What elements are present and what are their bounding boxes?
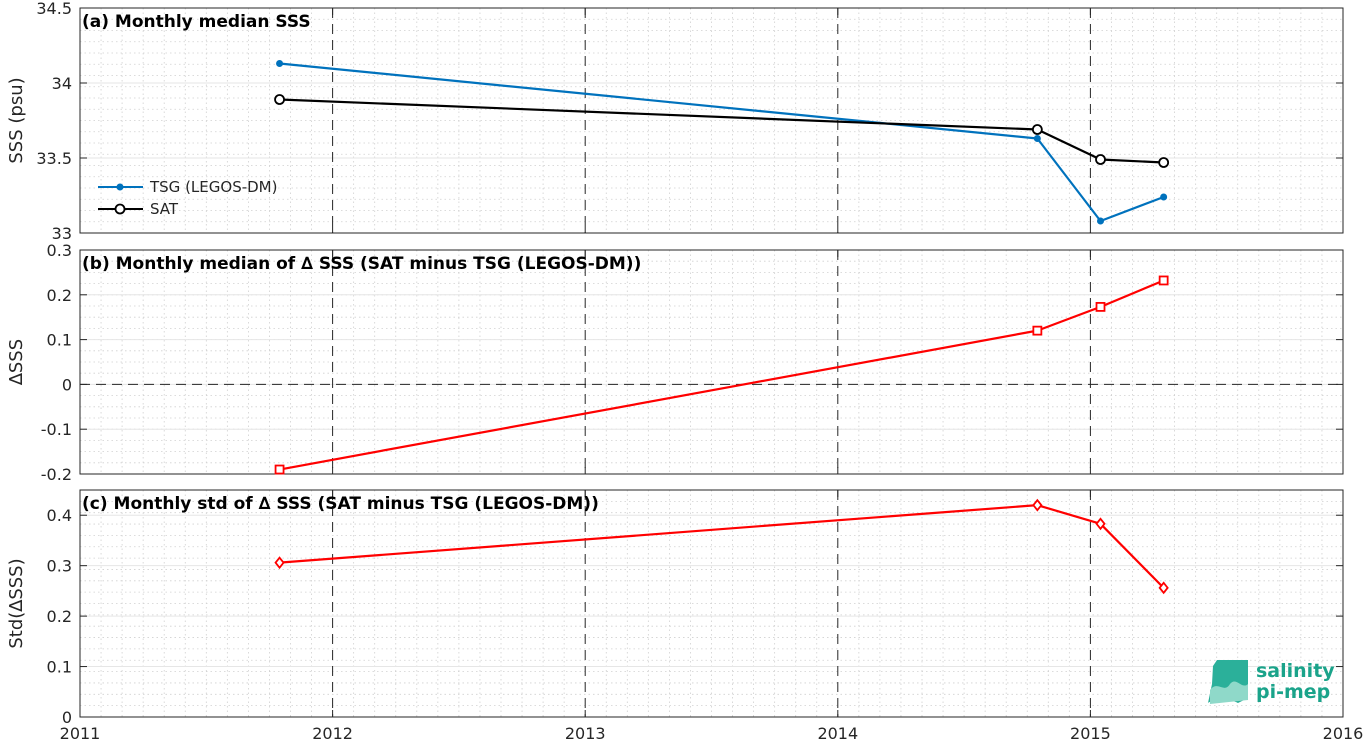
data-point-series-1-3 [1095, 301, 1106, 312]
data-point-series-1-2 [1032, 498, 1043, 512]
y-tick-label-34-5: 34.5 [36, 0, 72, 18]
legend-marker-sat [114, 203, 126, 215]
x-tick-label-2013: 2013 [565, 724, 606, 743]
y-tick-label-33: 33 [52, 224, 72, 243]
series-series-1 [274, 275, 1169, 475]
minor-grid [80, 8, 1343, 233]
data-point-series-1-3 [1095, 517, 1106, 531]
y-axis-label: Std(∆SSS) [6, 558, 27, 648]
panel-title: (a) Monthly median SSS [82, 12, 311, 32]
x-tick-label-2011: 2011 [60, 724, 101, 743]
y-tick-label-33-5: 33.5 [36, 149, 72, 168]
data-point-tsg-legos-dm-4 [1160, 193, 1168, 201]
minor-grid [80, 490, 1343, 717]
y-tick-label-0: 0 [62, 375, 72, 394]
logo-line-2: pi-mep [1256, 681, 1330, 703]
series-tsg-legos-dm [276, 60, 1168, 225]
legend-label-tsg: TSG (LEGOS-DM) [149, 178, 277, 196]
data-point-series-1-2 [1032, 325, 1043, 336]
data-point-tsg-legos-dm-3 [1097, 217, 1105, 225]
data-point-sat-1 [274, 94, 285, 105]
data-point-series-1-4 [1158, 275, 1169, 286]
x-tick-label-2012: 2012 [312, 724, 353, 743]
axes-box [79, 489, 1344, 718]
x-tick-label-2014: 2014 [817, 724, 858, 743]
series-series-1 [274, 498, 1169, 595]
panel-b-monthly-median-delta-sss: -0.2 -0.1 0 0.1 0.2 0.3 ∆SSS (b) Monthly median… [6, 241, 1344, 484]
y-tick-label-0-4: 0.4 [47, 506, 72, 525]
data-point-sat-2 [1031, 124, 1043, 135]
salinity-pi-mep-logo: salinity pi-mep [1208, 660, 1335, 704]
y-tick-label-0-2: 0.2 [47, 286, 72, 305]
axes-box [79, 7, 1344, 234]
series-line-tsg-legos-dm [279, 62, 1165, 223]
series-sat [274, 94, 1170, 168]
data-point-tsg-legos-dm-2 [1033, 135, 1041, 142]
y-tick-label-0-3: 0.3 [47, 241, 72, 260]
y-tick-label-0: 0 [62, 708, 72, 727]
y-tick-label-0-1: -0.1 [41, 420, 72, 439]
data-point-sat-4 [1158, 157, 1170, 168]
y-tick-label-0-2: -0.2 [41, 465, 72, 484]
y-tick-label-0-1: 0.1 [47, 331, 72, 350]
axes-box [79, 249, 1344, 475]
y-tick-label-0-2: 0.2 [47, 607, 72, 626]
y-tick-label-0-3: 0.3 [47, 557, 72, 576]
logo-wave-graphic-light [1210, 681, 1248, 704]
x-tick-label-2015: 2015 [1070, 724, 1111, 743]
data-point-series-1-4 [1158, 581, 1169, 595]
y-tick-label-34: 34 [52, 74, 72, 93]
y-tick-label-0-1: 0.1 [47, 658, 72, 677]
data-point-series-1-1 [274, 556, 285, 570]
panel-a-monthly-median-sss: 33 33.5 34 34.5 SSS (psu) (a) Monthly median … [6, 0, 1344, 243]
data-point-sat-3 [1095, 154, 1106, 165]
series-line-sat [279, 98, 1164, 164]
legend-marker-tsg [116, 183, 124, 191]
x-tick-label-2016: 2016 [1323, 724, 1364, 743]
panel-c-monthly-std-delta-sss: 0 0.1 0.2 0.3 0.4 2011 2012 2013 2014 2015 2016 Std… [6, 489, 1364, 743]
data-point-tsg-legos-dm-1 [276, 60, 284, 67]
series-line-series-1 [279, 279, 1165, 471]
y-axis-label: ∆SSS [6, 339, 27, 386]
data-point-series-1-1 [274, 464, 285, 475]
legend-label-sat: SAT [150, 200, 179, 218]
panel-title: (b) Monthly median of ∆ SSS (SAT minus T… [82, 254, 641, 274]
panel-title: (c) Monthly std of ∆ SSS (SAT minus TSG … [82, 494, 599, 514]
legend: TSG (LEGOS-DM) SAT [98, 178, 277, 218]
series-line-series-1 [279, 504, 1165, 589]
logo-line-1: salinity [1256, 660, 1335, 682]
y-axis-label: SSS (psu) [6, 77, 27, 163]
